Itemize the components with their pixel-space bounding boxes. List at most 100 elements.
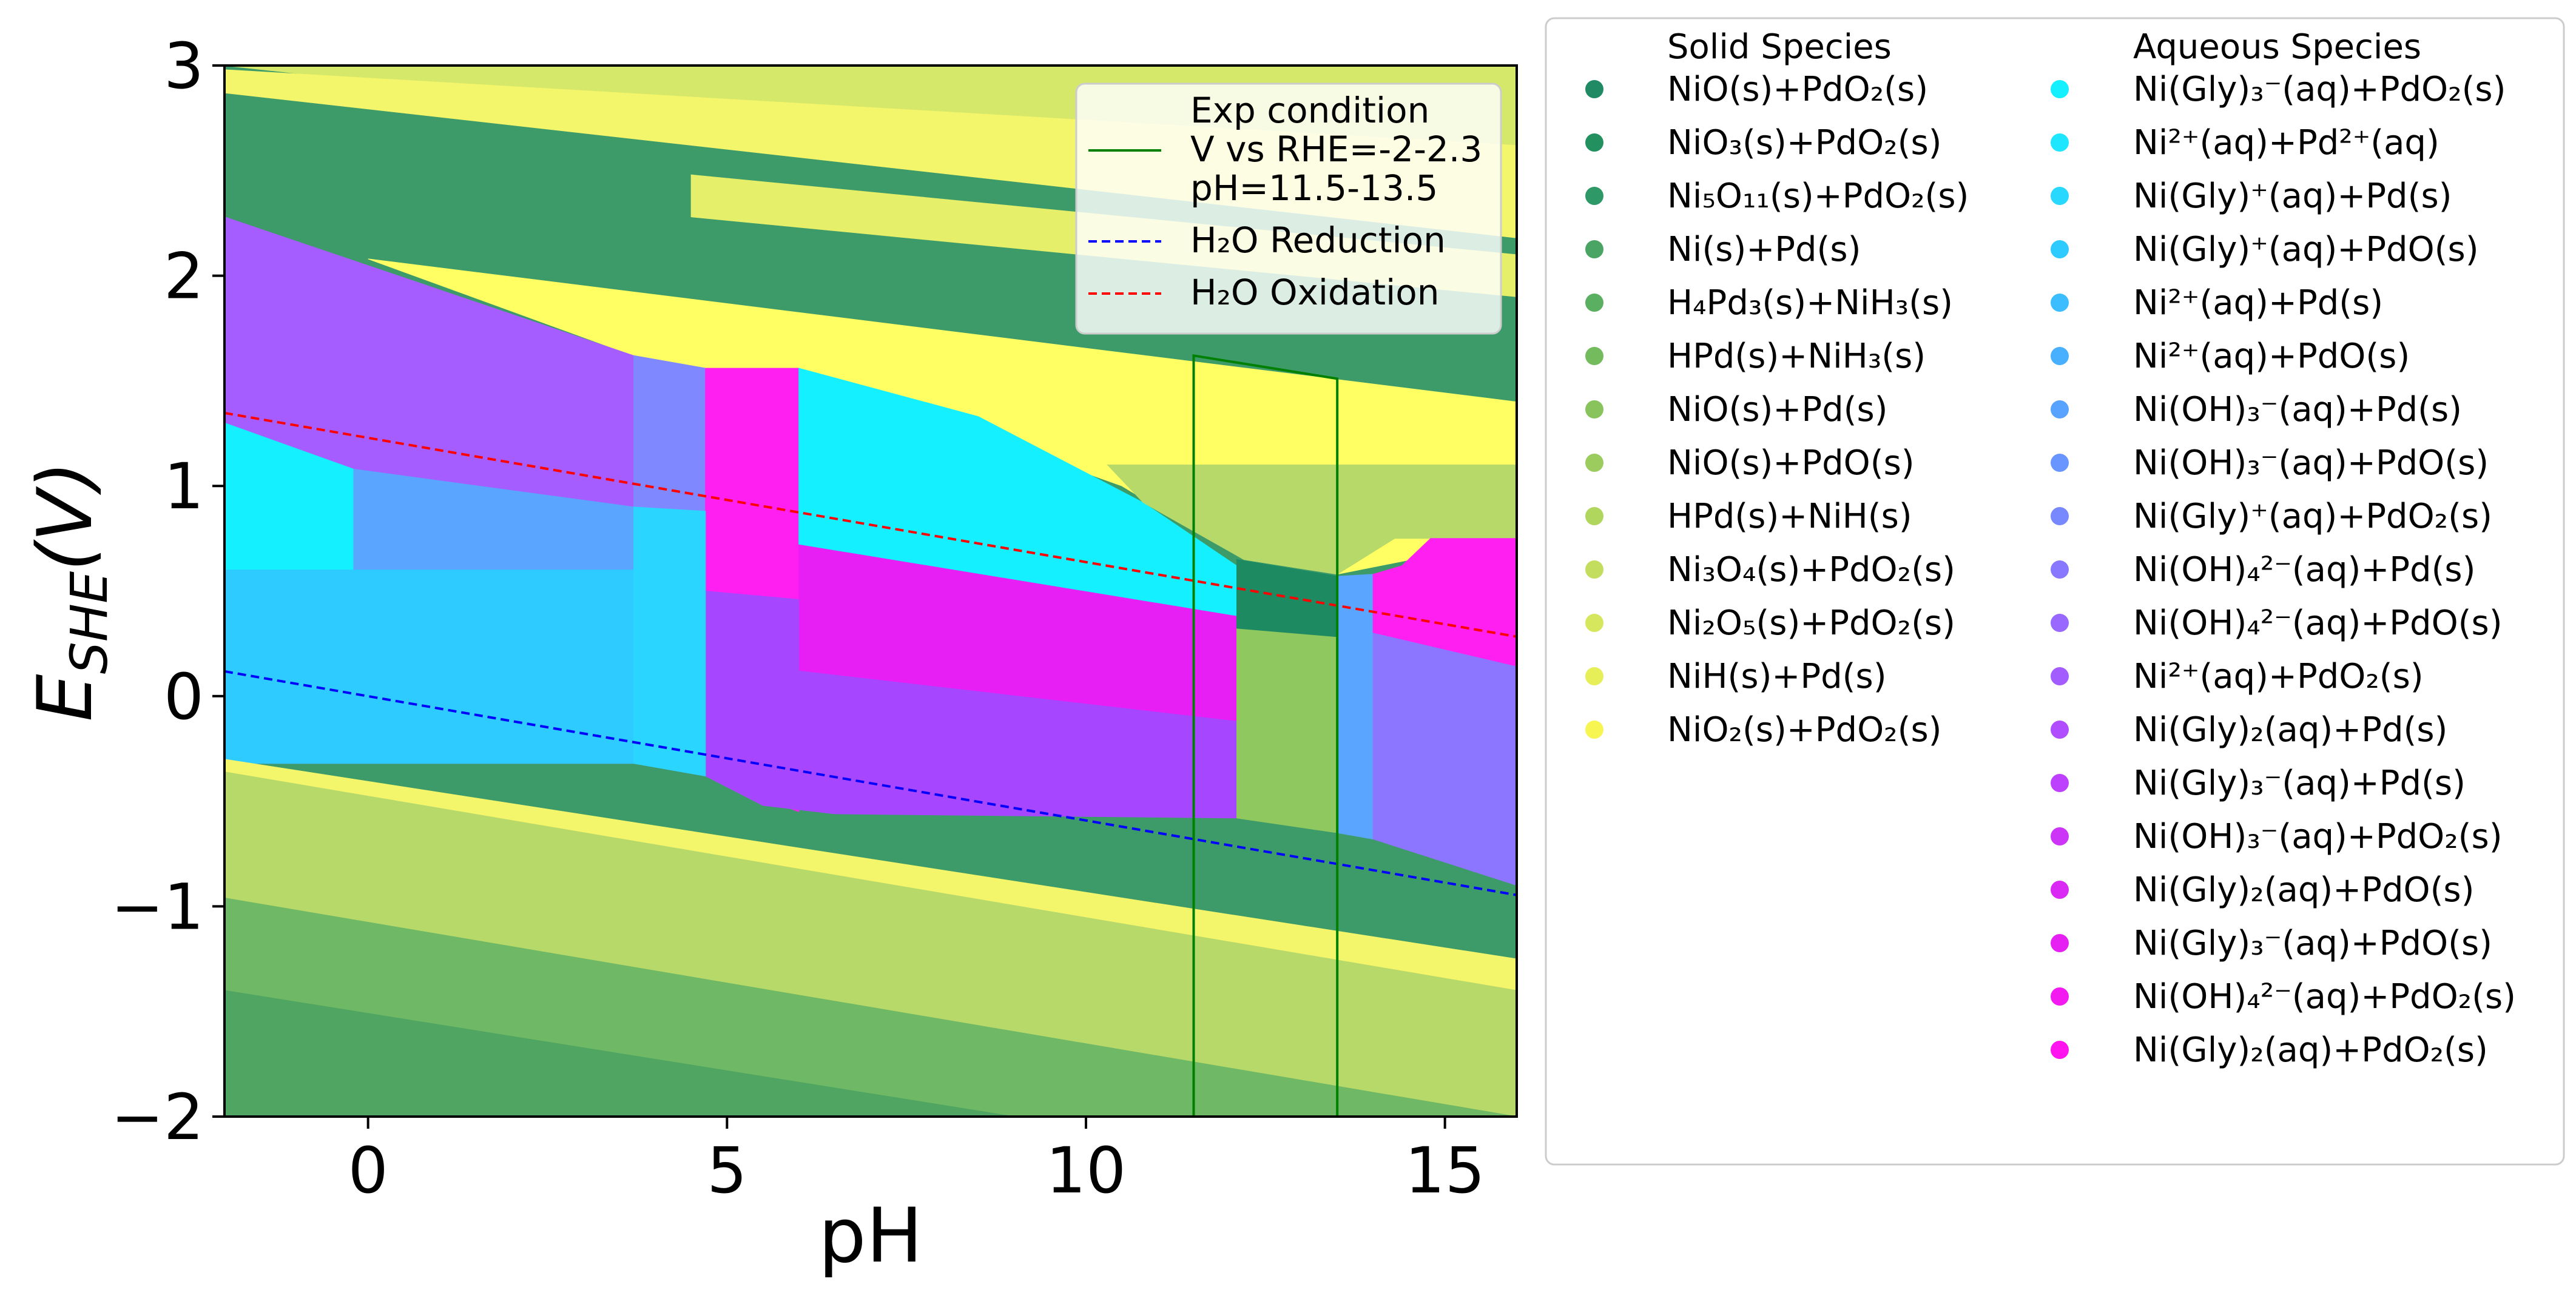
x-axis-title: pH: [818, 1192, 923, 1280]
x-tick-label: 10: [1046, 1134, 1126, 1208]
aqueous-species-marker: [2051, 560, 2069, 579]
solid-species-label: NiO(s)+PdO(s): [1667, 443, 1915, 483]
aqueous-species-label: Ni(Gly)₂(aq)+PdO₂(s): [2133, 1030, 2488, 1070]
y-axis-ticks: −2 −1 0 1 2 3: [111, 29, 224, 1154]
solid-species-marker: [1585, 187, 1603, 205]
aqueous-species-marker: [2051, 187, 2069, 205]
y-tick-label: 0: [164, 660, 204, 734]
aqueous-species-marker: [2051, 507, 2069, 525]
aqueous-species-marker: [2051, 240, 2069, 258]
solid-species-marker: [1585, 133, 1603, 152]
aqueous-species-marker: [2051, 1041, 2069, 1059]
x-tick-label: 0: [348, 1134, 388, 1208]
aqueous-species-label: Ni(OH)₄²⁻(aq)+PdO(s): [2133, 603, 2503, 643]
inner-legend-label-0: Exp condition: [1190, 90, 1429, 131]
aqueous-species-label: Ni(OH)₃⁻(aq)+PdO(s): [2133, 443, 2489, 483]
solid-species-label: Ni(s)+Pd(s): [1667, 230, 1861, 269]
solid-species-label: HPd(s)+NiH₃(s): [1667, 337, 1926, 376]
aqueous-species-label: Ni(OH)₄²⁻(aq)+Pd(s): [2133, 550, 2475, 590]
aqueous-species-label: Ni(Gly)⁺(aq)+PdO₂(s): [2133, 497, 2492, 536]
solid-species-label: NiO(s)+PdO₂(s): [1667, 70, 1928, 109]
y-tick-label: 1: [164, 449, 204, 523]
aqueous-species-marker: [2051, 667, 2069, 685]
aqueous-species-label: Ni²⁺(aq)+PdO(s): [2133, 337, 2410, 376]
aqueous-species-label: Ni(Gly)⁺(aq)+PdO(s): [2133, 230, 2479, 269]
aqueous-species-label: Ni(Gly)₃⁻(aq)+PdO₂(s): [2133, 70, 2506, 109]
region-18: [1337, 574, 1374, 840]
aqueous-species-label: Ni²⁺(aq)+PdO₂(s): [2133, 657, 2424, 696]
inner-legend-box: [1075, 82, 1502, 335]
aqueous-species-label: Ni(OH)₃⁻(aq)+Pd(s): [2133, 390, 2462, 429]
region-25: [224, 990, 1014, 1117]
aqueous-species-marker: [2051, 400, 2069, 418]
solid-species-label: H₄Pd₃(s)+NiH₃(s): [1667, 283, 1953, 323]
solid-species-label: NiO₃(s)+PdO₂(s): [1667, 123, 1941, 163]
x-axis-ticks: 0 5 10 15: [348, 1117, 1485, 1208]
reference-lines: [224, 354, 1517, 1117]
solid-species-label: Ni₅O₁₁(s)+PdO₂(s): [1667, 176, 1969, 216]
x-tick-label: 15: [1404, 1134, 1485, 1208]
species-legend-box: [1545, 17, 2565, 1166]
aqueous-species-marker: [2051, 827, 2069, 845]
aqueous-species-marker: [2051, 133, 2069, 152]
line-1: [224, 411, 1517, 638]
aqueous-species-marker: [2051, 294, 2069, 312]
aqueous-species-marker: [2051, 721, 2069, 739]
aqueous-species-label: Ni(OH)₄²⁻(aq)+PdO₂(s): [2133, 977, 2516, 1017]
y-tick-label: −2: [111, 1080, 204, 1154]
aqueous-species-label: Ni(Gly)₃⁻(aq)+PdO(s): [2133, 924, 2492, 963]
aqueous-species-marker: [2051, 347, 2069, 365]
aqueous-species-marker: [2051, 934, 2069, 952]
aqueous-species-marker: [2051, 454, 2069, 472]
solid-species-marker: [1585, 560, 1603, 579]
aqueous-species-marker: [2051, 80, 2069, 98]
region-21: [1372, 633, 1517, 886]
aqueous-species-label: Ni(Gly)⁺(aq)+Pd(s): [2133, 176, 2452, 216]
solid-species-label: NiO₂(s)+PdO₂(s): [1667, 710, 1941, 750]
solid-species-marker: [1585, 347, 1603, 365]
aqueous-species-label: Ni(Gly)₂(aq)+PdO(s): [2133, 870, 2474, 910]
solid-species-marker: [1585, 507, 1603, 525]
line-0: [224, 670, 1517, 896]
y-axis-title: ESHE(V): [22, 461, 119, 722]
solid-species-marker: [1585, 454, 1603, 472]
solid-species-label: NiO(s)+Pd(s): [1667, 390, 1888, 429]
y-tick-label: −1: [111, 870, 204, 944]
line-2: [1192, 354, 1339, 1117]
solid-species-label: HPd(s)+NiH(s): [1667, 497, 1912, 536]
solid-species-marker: [1585, 614, 1603, 632]
aqueous-species-label: Ni(OH)₃⁻(aq)+PdO₂(s): [2133, 817, 2503, 856]
region-14: [224, 570, 634, 764]
species-legend: Solid Species Aqueous Species NiO(s)+PdO…: [1545, 17, 2565, 1166]
y-axis-title-subscript: SHE: [59, 571, 119, 674]
aqueous-species-label: Ni²⁺(aq)+Pd(s): [2133, 283, 2383, 323]
aqueous-species-label: Ni²⁺(aq)+Pd²⁺(aq): [2133, 123, 2439, 163]
solid-species-label: NiH(s)+Pd(s): [1667, 657, 1887, 696]
plot-frame: [223, 64, 1518, 1118]
y-tick-label: 2: [164, 240, 204, 314]
solid-species-label: Ni₃O₄(s)+PdO₂(s): [1667, 550, 1955, 590]
solid-species-marker: [1585, 667, 1603, 685]
y-axis-title-main: E: [22, 674, 109, 722]
y-tick-label: 3: [164, 29, 204, 103]
inner-legend-label-0: V vs RHE=-2-2.3: [1190, 129, 1482, 170]
aqueous-species-title: Aqueous Species: [2133, 27, 2421, 67]
aqueous-species-label: Ni(Gly)₃⁻(aq)+Pd(s): [2133, 764, 2466, 803]
region-15: [633, 506, 706, 777]
aqueous-species-marker: [2051, 614, 2069, 632]
aqueous-species-marker: [2051, 881, 2069, 899]
region-17: [1236, 628, 1338, 833]
solid-species-title: Solid Species: [1667, 27, 1892, 67]
aqueous-species-marker: [2051, 987, 2069, 1006]
region-9: [1107, 465, 1517, 575]
solid-species-marker: [1585, 80, 1603, 98]
x-tick-label: 5: [707, 1134, 747, 1208]
inner-legend-label-0: pH=11.5-13.5: [1190, 167, 1438, 209]
aqueous-species-label: Ni(Gly)₂(aq)+Pd(s): [2133, 710, 2447, 750]
solid-species-marker: [1585, 400, 1603, 418]
y-axis-title-tail: (V): [22, 461, 109, 571]
solid-species-label: Ni₂O₅(s)+PdO₂(s): [1667, 603, 1955, 643]
solid-species-marker: [1585, 721, 1603, 739]
